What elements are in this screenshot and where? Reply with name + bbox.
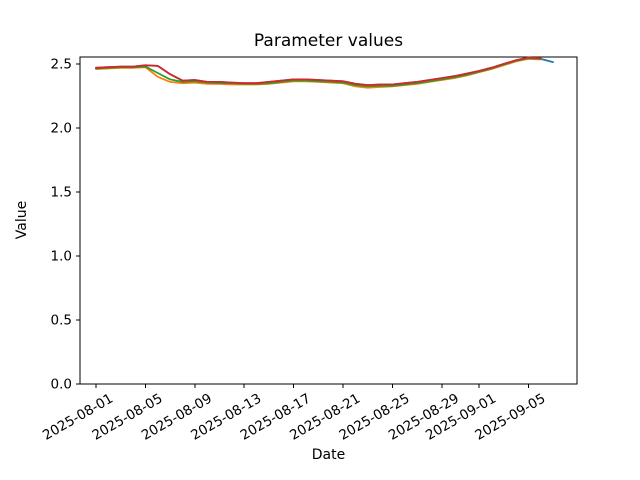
y-tick-label: 0.0: [51, 377, 72, 393]
y-axis-label: Value: [14, 200, 30, 240]
chart-title: Parameter values: [253, 31, 404, 51]
y-tick-label: 0.5: [51, 313, 72, 329]
red-series-line: [95, 56, 542, 86]
y-tick-label: 1.5: [51, 185, 72, 201]
y-tick-label: 2.5: [51, 57, 72, 73]
x-axis-label: Date: [311, 447, 346, 463]
axes-spines: [79, 56, 578, 385]
y-tick-label: 1.0: [51, 249, 72, 265]
y-tick-label: 2.0: [51, 121, 72, 137]
green-series-line: [95, 57, 542, 88]
